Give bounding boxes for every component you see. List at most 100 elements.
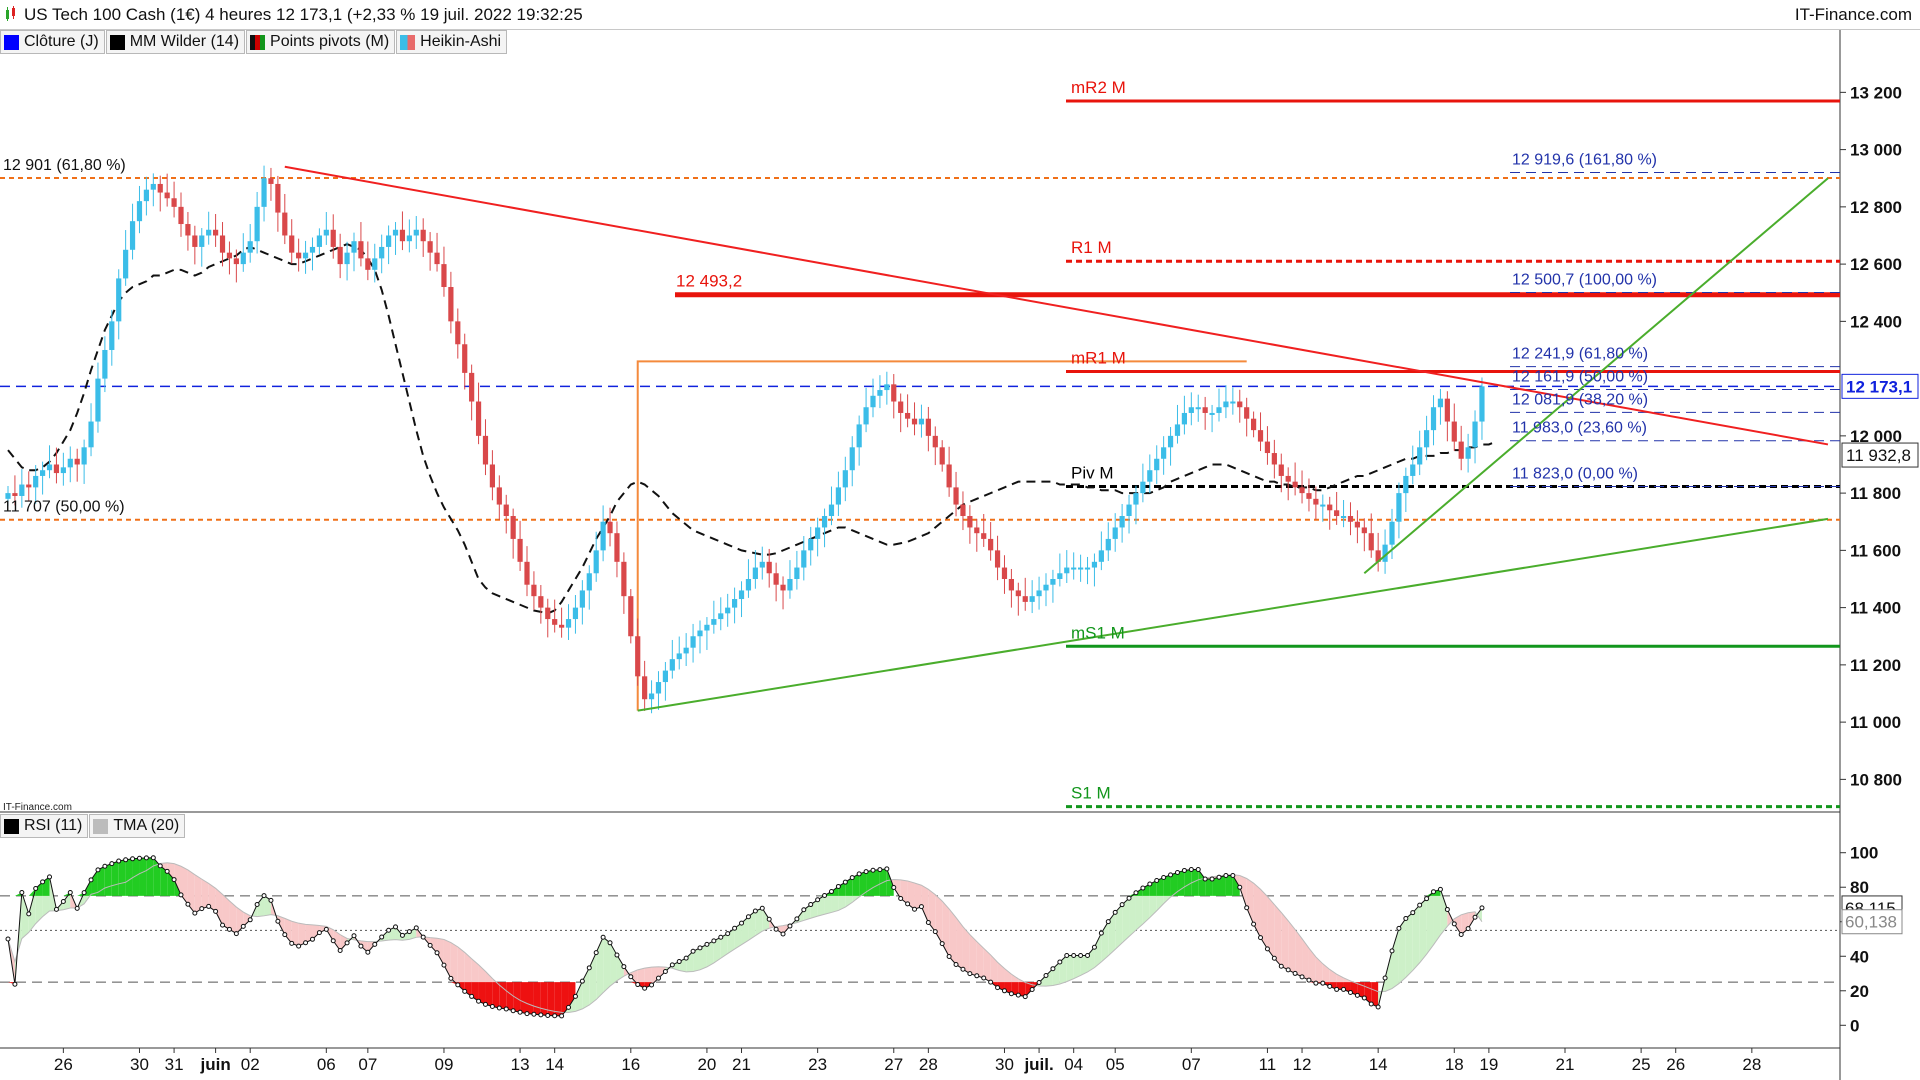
- rsi-fill: [900, 879, 908, 904]
- rsi-point: [434, 950, 440, 956]
- candle-body: [455, 321, 461, 345]
- rsi-point: [856, 871, 862, 877]
- time-tick-label: 27: [884, 1055, 903, 1074]
- legend-item-close[interactable]: Clôture (J): [0, 30, 105, 54]
- rsi-point: [282, 932, 288, 938]
- rsi-point: [1382, 975, 1388, 981]
- rsi-fill: [450, 942, 458, 985]
- rsi-fill: [1267, 896, 1275, 959]
- candle-body: [725, 607, 731, 614]
- rsi-fill: [1142, 884, 1150, 925]
- candle-body: [33, 475, 39, 488]
- candle-body: [960, 504, 966, 517]
- candle-body: [932, 435, 938, 448]
- candle-body: [559, 624, 565, 628]
- candle-body: [67, 458, 73, 468]
- rsi-fill: [928, 889, 936, 932]
- rsi-fill: [513, 995, 521, 1013]
- rsi-fill: [935, 894, 943, 944]
- candle-body: [1119, 516, 1125, 528]
- rsi-point: [220, 922, 226, 928]
- candle-body: [884, 384, 890, 391]
- candle-body: [1424, 430, 1430, 448]
- rsi-point: [476, 998, 482, 1004]
- rsi-point: [47, 874, 53, 880]
- rsi-oversold-fill: [457, 982, 465, 992]
- rsi-point: [877, 867, 883, 873]
- legend-item-rsi[interactable]: RSI (11): [0, 814, 89, 838]
- rsi-fill: [319, 925, 327, 933]
- trendline-channel: [1363, 177, 1829, 575]
- rsi-oversold-fill: [561, 982, 569, 1016]
- candle-body: [946, 464, 952, 488]
- legend-item-ma-wilder[interactable]: MM Wilder (14): [105, 30, 246, 54]
- rsi-point: [19, 889, 25, 895]
- candle-body: [815, 527, 821, 539]
- candle-body: [738, 590, 745, 600]
- legend-item-heikin-ashi[interactable]: Heikin-Ashi: [396, 30, 508, 54]
- rsi-point: [240, 923, 246, 929]
- rsi-point: [642, 985, 648, 991]
- rsi-overbought-fill: [1184, 869, 1192, 896]
- candle-body: [905, 412, 911, 419]
- rsi-point: [40, 879, 46, 885]
- rsi-point: [67, 889, 73, 895]
- legend-item-pivot-points[interactable]: Points pivots (M): [246, 30, 396, 54]
- candle-body: [752, 567, 758, 579]
- rsi-fill: [388, 926, 396, 941]
- candle-body: [12, 493, 18, 496]
- rsi-point: [988, 979, 994, 985]
- rsi-fill: [665, 964, 673, 972]
- rsi-point: [510, 1008, 516, 1014]
- rsi-point: [379, 934, 385, 940]
- legend-label: MM Wilder (14): [129, 33, 240, 50]
- rsi-point: [1271, 955, 1277, 961]
- rsi-overbought-fill: [1225, 875, 1233, 896]
- time-tick-label: 07: [1182, 1055, 1201, 1074]
- candle-body: [676, 653, 682, 660]
- rsi-overbought-fill: [886, 868, 894, 896]
- rsi-point: [1341, 986, 1347, 992]
- rsi-fill: [485, 971, 493, 1007]
- candle-body: [475, 401, 482, 436]
- rsi-point: [1264, 946, 1270, 952]
- rsi-point: [898, 896, 904, 902]
- candle-body: [406, 235, 412, 242]
- rsi-fill: [160, 862, 168, 872]
- rsi-overbought-fill: [111, 861, 119, 896]
- rsi-fill: [118, 859, 126, 884]
- rsi-point: [600, 934, 606, 940]
- candle-body: [1361, 527, 1367, 534]
- legend-item-tma[interactable]: TMA (20): [89, 814, 186, 838]
- rsi-fill: [21, 892, 29, 939]
- rsi-point: [932, 929, 938, 935]
- rsi-point: [482, 1001, 488, 1007]
- candle-body: [1327, 504, 1333, 511]
- tma-line: [7, 862, 1483, 1013]
- time-tick-label: 21: [1556, 1055, 1575, 1074]
- rsi-point: [1147, 881, 1153, 887]
- candle-body: [1334, 510, 1340, 517]
- rsi-fill: [243, 912, 251, 927]
- candle-body: [1368, 533, 1374, 551]
- price-tick-label: 11 800: [1850, 484, 1901, 503]
- rsi-fill: [298, 923, 306, 947]
- candle-body: [1022, 596, 1028, 602]
- last-price-tag: [1841, 373, 1919, 399]
- rsi-point: [462, 988, 468, 994]
- rsi-fill: [547, 1010, 555, 1016]
- candle-body: [842, 470, 848, 488]
- rsi-fill: [97, 866, 105, 893]
- candle-body: [1403, 475, 1409, 494]
- time-tick-label: 20: [697, 1055, 716, 1074]
- rsi-point: [130, 856, 136, 862]
- rsi-point: [233, 931, 239, 937]
- time-tick-label: 05: [1106, 1055, 1125, 1074]
- candle-body: [1098, 550, 1104, 562]
- candle-body: [953, 487, 959, 505]
- rsi-point: [1133, 890, 1139, 896]
- rsi-fill: [1101, 921, 1109, 962]
- rsi-fill: [1170, 872, 1178, 898]
- candle-body: [1084, 567, 1091, 570]
